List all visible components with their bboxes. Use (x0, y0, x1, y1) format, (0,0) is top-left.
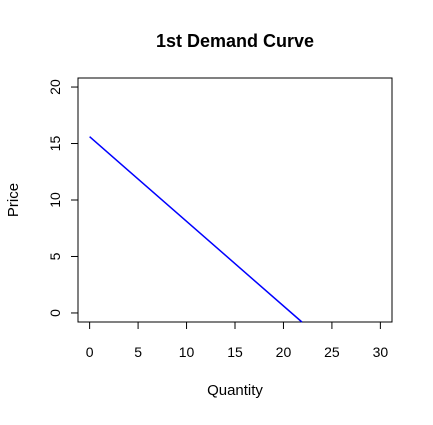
x-tick-label: 15 (227, 344, 243, 360)
y-tick-label: 10 (47, 192, 63, 208)
chart-title: 1st Demand Curve (156, 31, 314, 51)
x-tick-label: 30 (373, 344, 389, 360)
y-axis-label: Price (5, 183, 22, 217)
y-axis: 0 5 10 15 20 (47, 79, 79, 317)
demand-curve-line (89, 136, 303, 323)
x-tick-label: 10 (179, 344, 195, 360)
x-tick-label: 25 (324, 344, 340, 360)
x-tick-label: 5 (134, 344, 142, 360)
plot-frame (77, 77, 393, 323)
series-layer (89, 136, 303, 323)
y-tick-label: 0 (47, 309, 63, 317)
y-tick-label: 5 (47, 252, 63, 260)
x-tick-label: 0 (86, 344, 94, 360)
x-axis: 0 5 10 15 20 25 30 (86, 321, 389, 360)
x-tick-label: 20 (276, 344, 292, 360)
x-axis-label: Quantity (207, 382, 263, 399)
y-tick-label: 20 (47, 79, 63, 95)
y-tick-label: 15 (47, 136, 63, 152)
